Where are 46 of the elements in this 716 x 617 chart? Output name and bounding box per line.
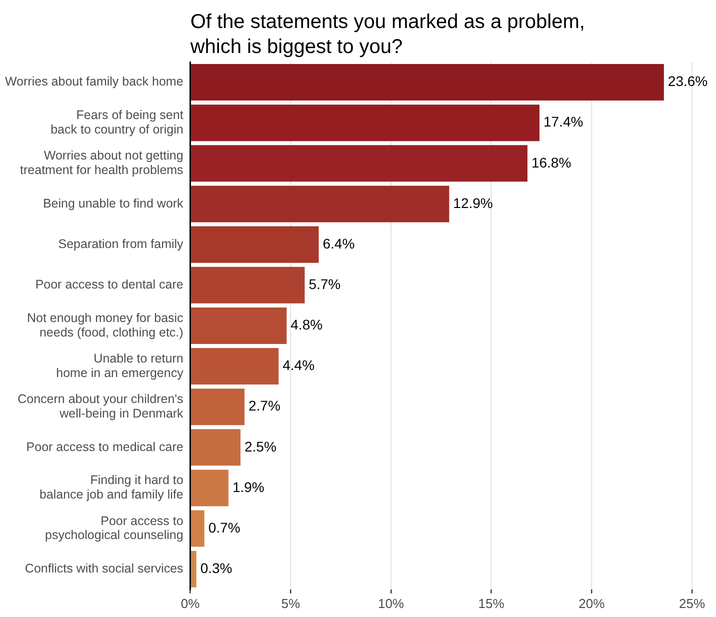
- bar: [190, 429, 240, 466]
- y-tick-label: Worries about family back home: [4, 74, 184, 89]
- bar: [190, 348, 279, 385]
- y-tick-label: Not enough money for basic needs (food, clothing etc.): [26, 310, 184, 340]
- data-label: 23.6%: [668, 73, 708, 90]
- chart-title: Of the statements you marked as a problem, which is biggest to you?: [189, 11, 585, 58]
- x-tick-label: 15%: [478, 596, 505, 611]
- data-label: 12.9%: [453, 194, 493, 211]
- data-label: 1.9%: [232, 478, 264, 495]
- y-tick-label: Unable to return home in an emergency: [56, 352, 184, 380]
- y-tick-label: Poor access to psychological counseling: [45, 514, 184, 542]
- y-tick-label: Being unable to find work: [42, 196, 184, 210]
- data-label: 2.5%: [244, 438, 276, 454]
- bar: [190, 64, 664, 101]
- x-tick-label: 0%: [180, 596, 200, 611]
- data-label: 6.4%: [322, 235, 355, 252]
- y-tick-label: Finding it hard to balance job and family life: [39, 473, 184, 502]
- data-label: 4.8%: [290, 316, 323, 333]
- y-tick-label: Concern about your children's well-being in Denmark: [18, 392, 184, 420]
- bar: [190, 307, 287, 344]
- bar: [190, 550, 196, 588]
- bar: [190, 470, 228, 506]
- bar: [190, 266, 305, 304]
- x-tick-label: 5%: [281, 596, 300, 611]
- y-tick-label: Fears of being sent back to country of origin: [50, 108, 184, 136]
- y-tick-label: Poor access to medical care: [26, 440, 184, 454]
- x-tick-label: 10%: [378, 596, 404, 611]
- data-label: 4.4%: [282, 357, 315, 374]
- bar: [190, 388, 244, 426]
- bar: [190, 104, 540, 142]
- bar: [190, 145, 528, 182]
- data-label: 0.7%: [208, 519, 240, 536]
- data-label: 17.4%: [543, 114, 584, 130]
- data-label: 0.3%: [200, 560, 232, 576]
- data-label: 2.7%: [248, 398, 280, 414]
- data-label: 5.7%: [308, 276, 341, 292]
- y-tick-label: Conflicts with social services: [24, 562, 184, 576]
- y-tick-label: Separation from family: [58, 237, 184, 252]
- bar: [190, 186, 450, 222]
- x-tick-label: 25%: [678, 596, 706, 611]
- y-tick-label: Poor access to dental care: [35, 278, 184, 292]
- y-tick-label: Worries about not getting treatment for health problems: [20, 148, 184, 178]
- x-tick-label: 20%: [578, 596, 606, 611]
- bar: [190, 510, 204, 547]
- bar: [190, 226, 319, 263]
- data-label: 16.8%: [531, 154, 572, 170]
